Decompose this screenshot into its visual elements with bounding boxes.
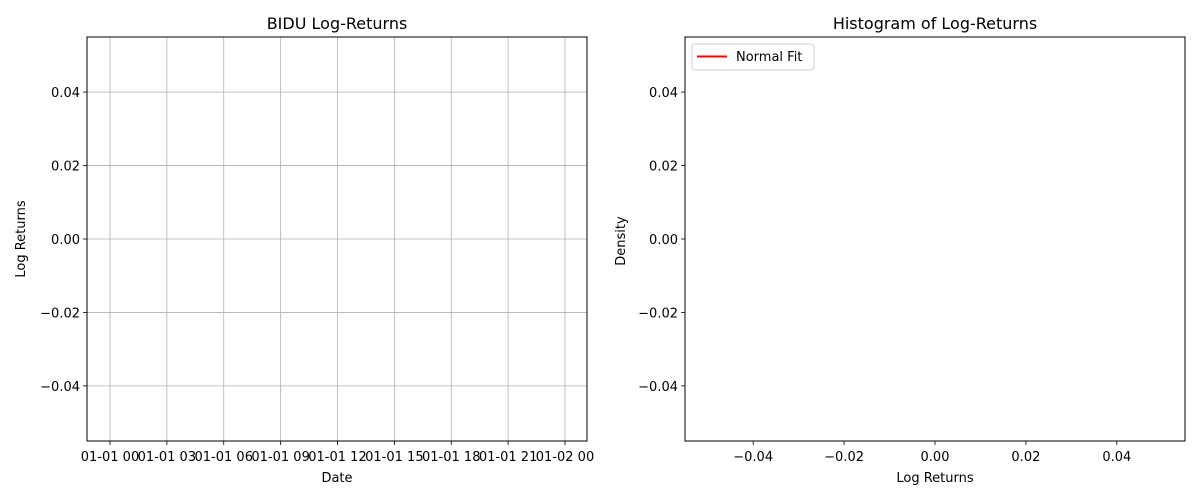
legend-label: Normal Fit [736, 50, 802, 65]
x-axis-ticks: −0.04 −0.02 0.00 0.02 0.04 [733, 441, 1131, 465]
y-tick-label: 0.00 [649, 233, 678, 248]
x-tick-label: 01-01 03 [138, 450, 196, 465]
x-tick-label: 01-01 15 [365, 450, 423, 465]
grid-lines [87, 37, 587, 441]
x-tick-label: −0.02 [824, 450, 864, 465]
y-axis-ticks: 0.04 0.02 0.00 −0.02 −0.04 [638, 86, 685, 395]
chart-title: BIDU Log-Returns [267, 14, 408, 33]
y-axis-label: Density [614, 216, 629, 266]
x-tick-label: 0.02 [1011, 450, 1040, 465]
x-tick-label: 0.04 [1102, 450, 1131, 465]
x-tick-label: 01-01 18 [422, 450, 480, 465]
x-axis-label: Log Returns [896, 471, 973, 486]
legend-box [691, 43, 815, 71]
histogram-chart: Histogram of Log-Returns 0.040.020.00−0.… [614, 14, 1186, 486]
x-tick-label: 0.00 [921, 450, 950, 465]
legend: Normal Fit [691, 43, 815, 71]
x-tick-label: 01-01 09 [251, 450, 309, 465]
y-axis-ticks: 0.04 0.02 0.00 −0.02 −0.04 [40, 86, 87, 395]
x-tick-label: 01-02 00 [536, 450, 594, 465]
y-tick-label: 0.00 [51, 233, 80, 248]
x-tick-label: 01-01 06 [195, 450, 253, 465]
y-axis-label: Log Returns [14, 200, 29, 277]
x-tick-label: −0.04 [733, 450, 773, 465]
y-tick-label: −0.04 [638, 380, 678, 395]
y-tick-label: −0.02 [638, 306, 678, 321]
y-tick-label: 0.04 [51, 86, 80, 101]
log-returns-chart: BIDU Log-Returns 0.040.020.00−0.02−0.04 … [14, 14, 594, 486]
y-tick-label: −0.02 [40, 306, 80, 321]
y-tick-label: 0.04 [649, 86, 678, 101]
x-tick-label: 01-01 21 [479, 450, 537, 465]
plot-frame [684, 36, 1186, 442]
chart-title: Histogram of Log-Returns [833, 14, 1037, 33]
x-tick-label: 01-01 00 [81, 450, 139, 465]
y-tick-label: 0.02 [51, 160, 80, 175]
x-tick-label: 01-01 12 [308, 450, 366, 465]
y-tick-label: −0.04 [40, 380, 80, 395]
x-axis-label: Date [321, 471, 352, 486]
y-tick-label: 0.02 [649, 160, 678, 175]
